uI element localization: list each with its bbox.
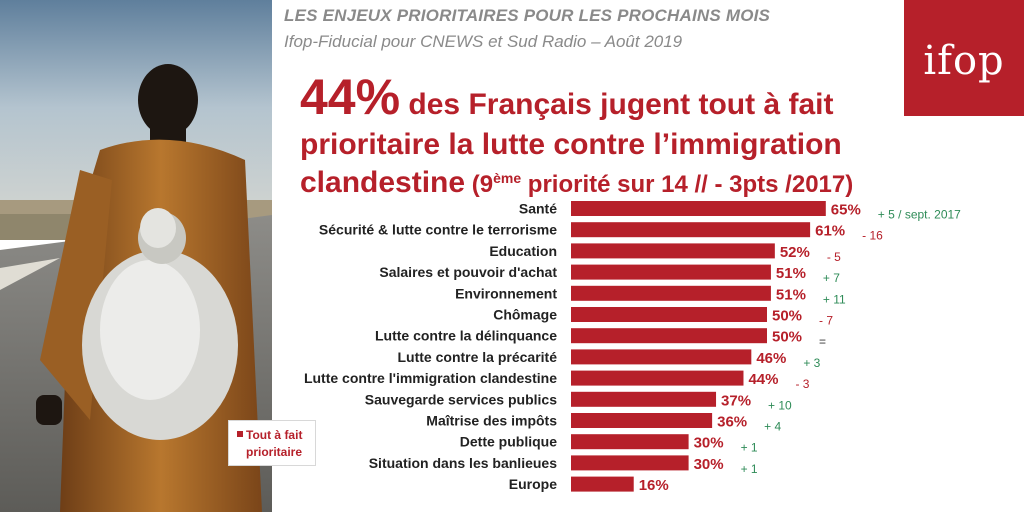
photo-illustration — [0, 0, 272, 512]
value-label: 16% — [639, 477, 669, 494]
category-label: Sécurité & lutte contre le terrorisme — [319, 222, 557, 238]
headline-rank-note: (9ème priorité sur 14 // - 3pts /2017) — [465, 170, 854, 198]
bar — [571, 264, 771, 280]
headline-line-2: prioritaire la lutte contre l’immigratio… — [300, 128, 842, 161]
value-label: 50% — [772, 329, 802, 346]
category-label: Maîtrise des impôts — [426, 413, 557, 429]
category-label: Sauvegarde services publics — [365, 391, 557, 407]
rank-open: (9 — [465, 171, 494, 198]
headline-line-1-text: des Français jugent tout à fait — [400, 88, 834, 121]
value-label: 36% — [717, 414, 747, 431]
headline: 44% des Français jugent tout à fait prio… — [300, 68, 900, 200]
value-label: 46% — [756, 350, 786, 367]
value-label: 50% — [772, 308, 802, 325]
bar — [571, 285, 771, 301]
bar — [571, 413, 713, 428]
category-label: Chômage — [493, 307, 557, 323]
category-label: Lutte contre la précarité — [398, 349, 558, 365]
headline-line-3-text: clandestine — [300, 166, 466, 199]
change-label: + 5 / sept. 2017 — [878, 208, 961, 222]
category-label: Lutte contre l'immigration clandestine — [304, 370, 557, 386]
bar — [571, 349, 752, 365]
bar — [571, 243, 775, 259]
category-label: Environnement — [455, 285, 557, 301]
change-label: + 4 — [764, 420, 781, 434]
value-label: 44% — [748, 371, 778, 388]
change-label: - 3 — [795, 377, 809, 391]
legend-label: Tout à fait prioritaire — [246, 428, 303, 459]
change-label: + 7 — [823, 271, 840, 285]
change-label: + 10 — [768, 398, 792, 412]
background-photo — [0, 0, 272, 512]
bar — [571, 391, 717, 407]
bar — [571, 370, 744, 386]
bar — [571, 307, 767, 322]
change-label: = — [819, 335, 826, 349]
headline-percentage: 44% — [300, 69, 401, 125]
category-label: Situation dans les banlieues — [369, 455, 557, 471]
bar — [571, 434, 689, 450]
change-label: + 3 — [803, 356, 820, 370]
headline-line-3: clandestine (9ème priorité sur 14 // - 3… — [300, 166, 900, 200]
bar — [571, 222, 811, 238]
value-label: 51% — [776, 265, 806, 282]
rank-rest: priorité sur 14 // - 3pts /2017) — [521, 171, 854, 198]
value-label: 51% — [776, 286, 806, 303]
legend-swatch — [237, 431, 243, 437]
logo-text: ifop — [923, 38, 1005, 84]
category-label: Dette publique — [460, 434, 557, 450]
change-label: + 1 — [741, 441, 758, 455]
header-subtitle: Ifop-Fiducial pour CNEWS et Sud Radio – … — [284, 32, 683, 51]
value-label: 37% — [721, 392, 751, 409]
category-label: Europe — [509, 476, 557, 492]
category-label: Education — [489, 243, 557, 259]
value-label: 52% — [780, 244, 810, 261]
ifop-logo: ifop — [904, 0, 1024, 116]
category-label: Salaires et pouvoir d'achat — [379, 264, 557, 280]
header-title: LES ENJEUX PRIORITAIRES POUR LES PROCHAI… — [284, 6, 771, 25]
bar — [571, 476, 634, 492]
category-label: Santé — [519, 201, 557, 217]
value-label: 30% — [694, 456, 724, 473]
rank-superscript: ème — [493, 170, 522, 186]
value-label: 30% — [694, 435, 724, 452]
bar — [571, 201, 826, 216]
value-label: 61% — [815, 223, 845, 240]
value-label: 65% — [831, 202, 861, 219]
change-label: - 7 — [819, 314, 833, 328]
change-label: + 1 — [741, 462, 758, 476]
category-label: Lutte contre la délinquance — [375, 328, 557, 344]
headline-line-1: 44% des Français jugent tout à fait — [300, 68, 900, 126]
change-label: - 5 — [827, 250, 841, 264]
change-label: - 16 — [862, 229, 883, 243]
change-label: + 11 — [823, 292, 846, 306]
bar — [571, 328, 767, 344]
chart-legend: Tout à fait prioritaire — [228, 420, 316, 466]
bar — [571, 455, 689, 471]
